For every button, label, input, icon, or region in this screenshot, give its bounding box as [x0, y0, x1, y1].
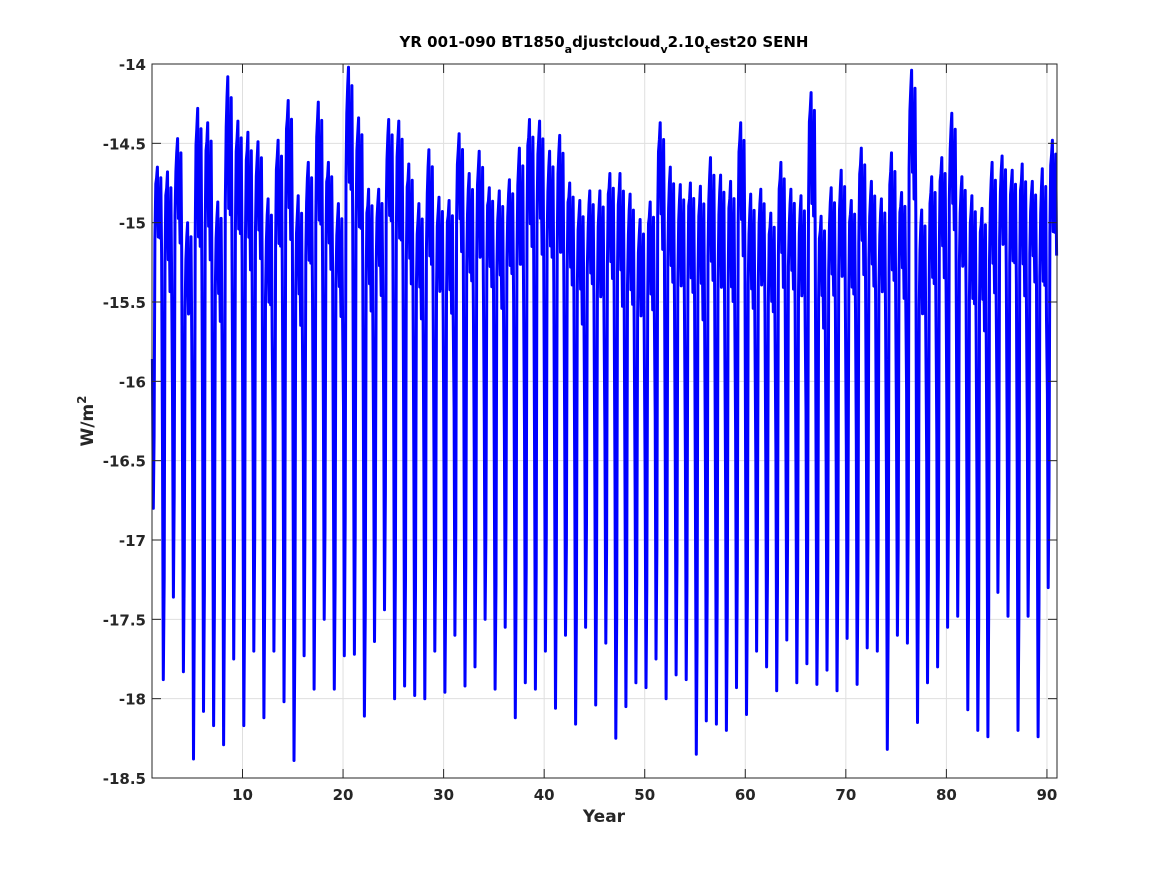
y-axis-title-base: W/m	[78, 404, 98, 447]
x-tick-label: 40	[534, 786, 555, 804]
y-tick-label: -16	[119, 373, 146, 391]
y-tick-label: -17	[119, 532, 146, 550]
y-tick-label: -15.5	[103, 294, 146, 312]
x-tick-label: 90	[1037, 786, 1058, 804]
y-tick-label: -14.5	[103, 135, 146, 153]
y-tick-label: -18.5	[103, 770, 146, 788]
y-tick-labels: -14 -14.5 -15 -15.5 -16 -16.5 -17 -17.5 -18 -18.5	[103, 56, 146, 788]
chart-title-subscript: a	[565, 43, 572, 56]
chart-title-text: 2.10	[668, 33, 705, 51]
axes-box	[151, 63, 1058, 779]
x-tick-labels: 10 20 30 40 50 60 70 80 90	[232, 786, 1057, 804]
y-tick-label: -18	[119, 691, 146, 709]
x-tick-label: 30	[433, 786, 454, 804]
tick-marks	[152, 63, 1057, 779]
x-tick-label: 80	[936, 786, 957, 804]
chart-title-subscript: t	[705, 43, 710, 56]
y-tick-label: -16.5	[103, 453, 146, 471]
chart-title-text: est20 SENH	[710, 33, 809, 51]
y-axis-title-superscript: 2	[75, 395, 89, 403]
chart-title-text: YR 001-090 BT1850	[399, 33, 565, 51]
y-tick-label: -17.5	[103, 611, 146, 629]
series-group	[150, 65, 1059, 762]
chart-title: YR 001-090 BT1850adjustcloudv2.10test20 …	[399, 33, 809, 56]
x-tick-label: 10	[232, 786, 253, 804]
x-tick-label: 50	[634, 786, 655, 804]
series-line	[150, 65, 1059, 762]
chart-title-subscript: v	[661, 43, 669, 56]
chart-title-text: djustcloud	[572, 33, 660, 51]
x-tick-label: 70	[835, 786, 856, 804]
x-axis-title: Year	[582, 807, 626, 827]
x-tick-label: 60	[735, 786, 756, 804]
y-axis-title: W/m2	[75, 395, 98, 446]
y-tick-label: -14	[119, 56, 146, 74]
x-tick-label: 20	[333, 786, 354, 804]
y-tick-label: -15	[119, 215, 146, 233]
